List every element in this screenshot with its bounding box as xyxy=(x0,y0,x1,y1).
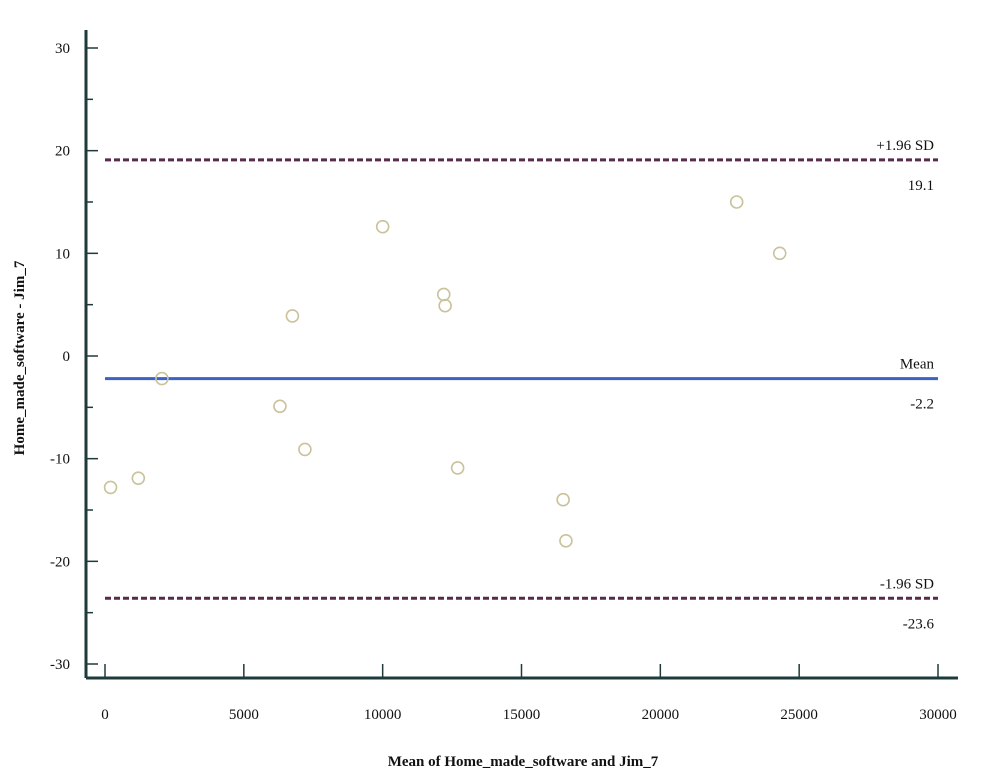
data-point xyxy=(556,492,570,507)
data-point xyxy=(772,246,787,261)
lower-loa-value-label: -23.6 xyxy=(903,616,935,632)
x-tick-label: 20000 xyxy=(642,707,680,723)
data-point xyxy=(450,461,465,475)
x-tick-label: 25000 xyxy=(780,707,818,723)
x-tick-label: 5000 xyxy=(229,707,259,723)
data-point xyxy=(436,287,451,302)
axes xyxy=(84,30,958,680)
y-tick-label: 10 xyxy=(55,246,70,262)
mean-value-label: -2.2 xyxy=(910,397,934,413)
data-point xyxy=(155,371,169,386)
y-tick-label: 20 xyxy=(55,144,70,160)
x-axis-title: Mean of Home_made_software and Jim_7 xyxy=(388,754,659,770)
data-point xyxy=(438,298,452,313)
data-points xyxy=(103,195,787,548)
x-tick-label: 0 xyxy=(101,707,109,723)
y-tick-label: -20 xyxy=(50,554,70,570)
data-point xyxy=(103,480,118,495)
data-point xyxy=(285,309,300,323)
data-point xyxy=(729,195,744,209)
reference-lines xyxy=(105,158,938,600)
x-tick-label: 30000 xyxy=(919,707,957,723)
x-tick-label: 10000 xyxy=(364,707,402,723)
y-tick-label: 0 xyxy=(63,349,71,365)
lower-loa-name-label: -1.96 SD xyxy=(880,576,934,592)
data-point xyxy=(375,219,390,234)
y-tick-label: -30 xyxy=(50,657,70,673)
y-tick-label: -10 xyxy=(50,452,70,468)
tick-labels: -30 -20 -10 0 10 20 30 0 5000 10000 15000 20000 2500… xyxy=(50,41,957,723)
data-point xyxy=(559,533,573,548)
data-point xyxy=(273,399,287,414)
x-tick-label: 15000 xyxy=(503,707,541,723)
upper-loa-name-label: +1.96 SD xyxy=(876,138,934,154)
mean-name-label: Mean xyxy=(900,357,935,373)
y-axis-title: Home_made_software - Jim_7 xyxy=(12,260,28,455)
data-point xyxy=(298,442,312,457)
y-tick-label: 30 xyxy=(55,41,70,57)
data-point xyxy=(131,471,146,485)
upper-loa-value-label: 19.1 xyxy=(908,178,934,194)
